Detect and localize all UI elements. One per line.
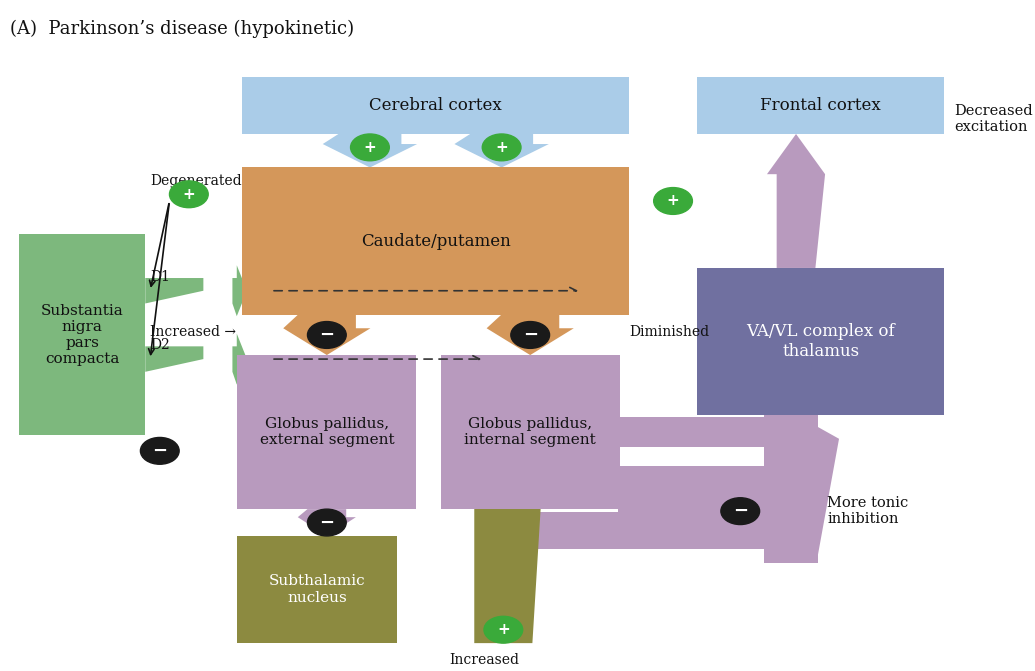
Polygon shape <box>233 333 247 384</box>
Polygon shape <box>233 265 247 316</box>
Text: Decreased
excitation: Decreased excitation <box>954 104 1033 134</box>
FancyBboxPatch shape <box>530 513 818 550</box>
Text: Frontal cortex: Frontal cortex <box>761 97 881 114</box>
Polygon shape <box>486 315 573 355</box>
Text: +: + <box>182 187 196 202</box>
Circle shape <box>170 181 208 207</box>
Text: −: − <box>523 326 538 344</box>
Text: −: − <box>152 442 168 460</box>
Text: VA/VL complex of
thalamus: VA/VL complex of thalamus <box>746 323 895 360</box>
Circle shape <box>351 134 389 161</box>
Text: Increased: Increased <box>449 653 519 667</box>
Circle shape <box>141 437 179 464</box>
FancyBboxPatch shape <box>237 536 397 643</box>
FancyBboxPatch shape <box>441 355 620 509</box>
Text: +: + <box>667 193 679 209</box>
Circle shape <box>654 188 692 214</box>
Text: Diminished: Diminished <box>629 325 710 339</box>
Text: Substantia
nigra
pars
compacta: Substantia nigra pars compacta <box>41 304 124 366</box>
Circle shape <box>307 321 346 348</box>
FancyBboxPatch shape <box>618 466 818 513</box>
Text: −: − <box>319 513 334 531</box>
FancyBboxPatch shape <box>237 355 416 509</box>
Text: −: − <box>319 326 334 344</box>
Text: (A)  Parkinson’s disease (hypokinetic): (A) Parkinson’s disease (hypokinetic) <box>9 20 354 38</box>
Circle shape <box>307 509 346 536</box>
FancyBboxPatch shape <box>20 234 145 435</box>
Text: +: + <box>497 622 509 637</box>
Polygon shape <box>323 134 417 168</box>
Text: More tonic
inhibition: More tonic inhibition <box>827 496 909 526</box>
FancyBboxPatch shape <box>242 77 629 134</box>
Circle shape <box>511 321 550 348</box>
Text: Globus pallidus,
internal segment: Globus pallidus, internal segment <box>465 417 596 447</box>
Polygon shape <box>743 412 839 556</box>
FancyBboxPatch shape <box>765 550 818 556</box>
Text: D1: D1 <box>150 270 170 284</box>
Text: +: + <box>363 140 377 155</box>
FancyBboxPatch shape <box>698 77 944 134</box>
Text: Globus pallidus,
external segment: Globus pallidus, external segment <box>260 417 394 447</box>
Polygon shape <box>454 134 549 168</box>
Text: Subthalamic
nucleus: Subthalamic nucleus <box>269 574 365 605</box>
FancyBboxPatch shape <box>242 168 629 315</box>
Polygon shape <box>145 346 242 372</box>
Polygon shape <box>767 134 825 268</box>
FancyBboxPatch shape <box>698 268 944 415</box>
Polygon shape <box>298 509 356 536</box>
Circle shape <box>482 134 521 161</box>
Text: +: + <box>496 140 508 155</box>
Text: Increased →: Increased → <box>150 325 236 339</box>
Polygon shape <box>145 278 242 303</box>
Text: Caudate/putamen: Caudate/putamen <box>361 233 510 250</box>
Text: Degenerated: Degenerated <box>150 174 242 188</box>
Text: Cerebral cortex: Cerebral cortex <box>369 97 502 114</box>
FancyBboxPatch shape <box>765 415 818 563</box>
Text: −: − <box>733 502 748 520</box>
Circle shape <box>484 617 523 643</box>
FancyBboxPatch shape <box>620 417 765 447</box>
Polygon shape <box>460 355 546 643</box>
Polygon shape <box>284 315 371 355</box>
Circle shape <box>721 498 760 525</box>
Text: D2: D2 <box>150 338 170 352</box>
